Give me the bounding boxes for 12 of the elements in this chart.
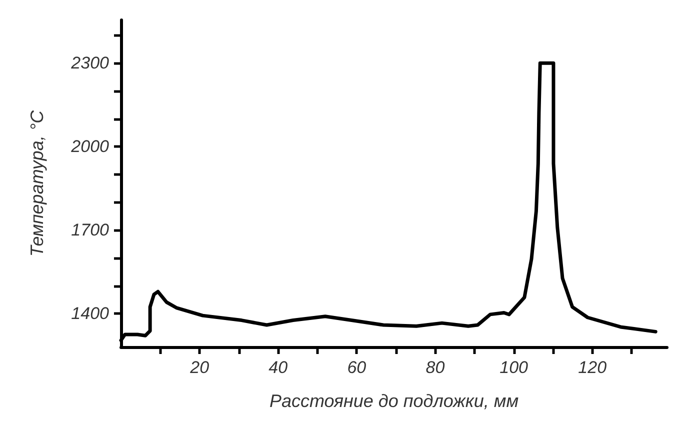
x-tick-label: 120: [578, 358, 608, 377]
y-tick-label: 2000: [70, 137, 110, 156]
x-tick-label: 100: [500, 358, 529, 377]
x-axis-title: Расстояние до подложки, мм: [269, 391, 519, 411]
y-tick-label: 1400: [71, 304, 110, 324]
y-tick-label: 2300: [70, 54, 110, 73]
y-axis-title: Температура, °С: [27, 109, 47, 257]
x-tick-label: 80: [426, 358, 446, 377]
y-tick-label: 1700: [71, 220, 110, 240]
x-tick-label: 60: [347, 358, 367, 377]
x-tick-label: 40: [268, 358, 288, 377]
x-tick-label: 20: [189, 358, 210, 377]
